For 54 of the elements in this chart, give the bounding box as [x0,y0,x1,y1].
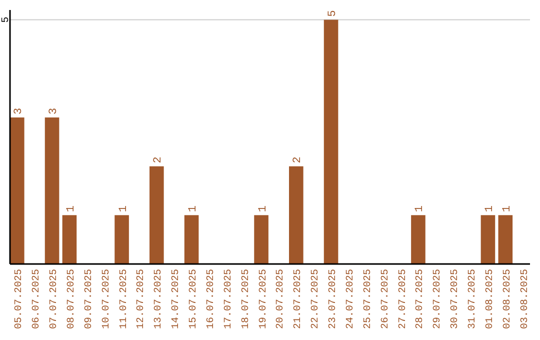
bar [324,20,338,264]
x-tick-label: 14.07.2025 [171,269,182,330]
data-label: 1 [188,205,200,212]
data-label: 2 [292,156,304,164]
x-tick-label: 26.07.2025 [380,269,392,330]
x-tick-label: 06.07.2025 [32,269,43,330]
x-tick-label: 09.07.2025 [84,269,95,330]
data-label: 5 [327,10,340,17]
data-label: 3 [13,108,26,114]
x-tick-label: 27.07.2025 [398,269,409,330]
x-tick-label: 10.07.2025 [101,269,112,330]
bar [10,117,24,264]
x-tick-label: 05.07.2025 [14,269,26,330]
bar [254,215,268,264]
x-tick-label: 20.07.2025 [276,269,287,330]
x-tick-label: 29.07.2025 [432,269,444,330]
bar [62,215,77,264]
x-tick-label: 01.08.2025 [484,269,496,330]
x-tick-label: 22.07.2025 [310,269,322,330]
data-label: 1 [118,205,130,212]
x-tick-label: 12.07.2025 [136,269,148,330]
x-tick-label: 13.07.2025 [154,269,165,330]
x-tick-label: 02.08.2025 [502,269,514,330]
x-tick-label: 11.07.2025 [118,269,130,330]
data-label: 1 [65,205,78,212]
x-tick-label: 30.07.2025 [450,269,462,330]
x-tick-label: 24.07.2025 [345,269,356,330]
x-tick-label: 08.07.2025 [66,269,78,330]
x-tick-label: 18.07.2025 [240,269,252,330]
x-tick-label: 25.07.2025 [362,269,374,330]
x-tick-label: 19.07.2025 [258,269,270,330]
bar [150,166,164,264]
x-tick-label: 21.07.2025 [293,269,304,330]
bar [44,117,60,264]
x-tick-label: 28.07.2025 [415,269,426,330]
data-label: 3 [48,108,60,114]
bar [498,215,513,264]
bar [289,166,304,264]
x-tick-label: 15.07.2025 [188,269,200,330]
data-label: 1 [501,205,514,212]
x-tick-label: 03.08.2025 [520,269,531,330]
x-tick-label: 31.07.2025 [468,269,479,330]
data-label: 1 [414,205,426,212]
x-tick-label: 16.07.2025 [206,269,217,330]
x-tick-label: 07.07.2025 [49,269,60,330]
x-tick-label: 23.07.2025 [328,269,340,330]
x-tick-label: 17.07.2025 [223,269,234,330]
data-label: 2 [152,156,165,164]
data-label: 1 [484,205,496,212]
data-label: 1 [257,205,270,212]
bar [184,215,199,264]
bar [480,215,496,264]
bar [411,215,426,264]
bar [114,215,129,264]
